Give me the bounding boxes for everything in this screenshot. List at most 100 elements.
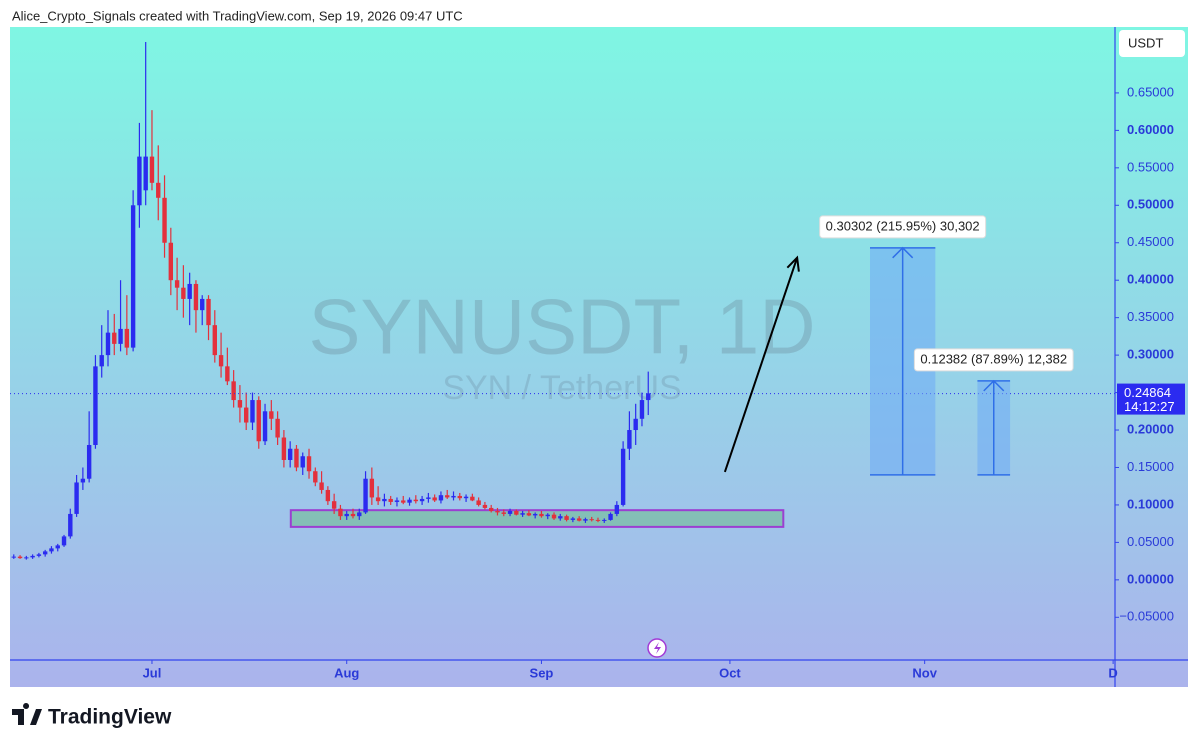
candle-body: [589, 519, 594, 521]
candle-body: [551, 514, 557, 519]
candle-body: [407, 499, 412, 503]
candle-body: [432, 497, 437, 501]
candle-body: [200, 298, 205, 311]
candle-body: [507, 510, 513, 514]
measure-arrow-head: [892, 246, 914, 259]
candle-body: [68, 513, 73, 537]
candle-body: [112, 332, 117, 344]
candle-body: [633, 418, 638, 431]
candle-body: [595, 519, 601, 521]
candle-body: [639, 400, 645, 419]
candle-body: [99, 355, 104, 367]
candle-body: [105, 332, 111, 356]
candle-body: [451, 495, 456, 498]
watermark-subtitle: SYN / TetherUS: [442, 369, 681, 407]
candle-body: [375, 497, 381, 502]
arrow-head: [786, 255, 800, 272]
candle-body: [344, 513, 349, 517]
candle-body: [231, 381, 236, 401]
measure-label: 0.12382 (87.89%) 12,382: [920, 351, 1067, 366]
candle-body: [520, 513, 525, 515]
candle-body: [620, 448, 626, 505]
candle-body: [357, 512, 362, 517]
candle-body: [137, 156, 142, 206]
candle-body: [168, 242, 174, 281]
last-price-box: [1117, 383, 1185, 415]
candle-body: [162, 197, 167, 243]
candle-body: [256, 400, 261, 442]
candle-body: [350, 513, 356, 517]
y-tick-label: 0.20000: [1127, 421, 1174, 436]
candle-body: [413, 499, 419, 502]
candle-body: [331, 501, 337, 509]
candle-body: [369, 478, 375, 498]
candle-body: [564, 516, 569, 520]
x-tick-label: Nov: [912, 665, 937, 680]
logo: TradingView: [12, 703, 172, 729]
y-tick-label: 0.05000: [1127, 534, 1174, 549]
candle-body: [457, 495, 462, 499]
candle-body: [17, 556, 23, 559]
candle-body: [300, 456, 305, 468]
measure-arrow-head: [983, 379, 1005, 392]
candle-body: [24, 557, 29, 559]
candle-body: [463, 496, 469, 499]
candle-body: [174, 280, 180, 288]
measure-label: 0.30302 (215.95%) 30,302: [826, 218, 980, 233]
candle-body: [42, 551, 48, 555]
candle-body: [237, 400, 243, 408]
candle-body: [476, 500, 481, 505]
candle-body: [130, 205, 136, 348]
candle-body: [363, 478, 368, 513]
candle-body: [281, 437, 287, 460]
candle-body: [382, 498, 387, 502]
measure-label-box: [819, 215, 987, 239]
candle-body: [495, 510, 500, 513]
candle-body: [325, 489, 331, 502]
candle-body: [181, 287, 186, 299]
candle-body: [61, 536, 67, 546]
candle-body: [143, 156, 148, 191]
y-tick-label: 0.40000: [1127, 272, 1174, 287]
candle-body: [614, 504, 620, 514]
y-tick-label: 0.35000: [1127, 309, 1174, 324]
candle-body: [539, 513, 544, 517]
candle-body: [225, 366, 230, 382]
candle-body: [30, 555, 35, 558]
candle-body: [388, 498, 393, 502]
candle-body: [532, 513, 538, 516]
candle-body: [576, 518, 582, 521]
y-tick-label: 0.15000: [1127, 459, 1174, 474]
arrow: [723, 257, 799, 473]
currency: USDT: [1128, 35, 1163, 50]
candle-body: [118, 328, 123, 344]
candle-body: [545, 514, 550, 517]
candle-body: [218, 355, 224, 367]
candle-body: [74, 482, 79, 514]
candle-body: [401, 500, 406, 503]
currency-box: [1119, 30, 1185, 57]
candle-body: [124, 328, 130, 348]
candle-body: [212, 325, 217, 356]
candle-body: [49, 548, 54, 552]
candle-body: [445, 495, 450, 498]
candle-body: [627, 430, 632, 449]
y-tick-label: 0.60000: [1127, 122, 1174, 137]
candle-body: [80, 478, 86, 483]
x-tick-label: Sep: [530, 665, 554, 680]
y-tick-label: 0.30000: [1127, 347, 1174, 362]
candle-body: [187, 283, 192, 299]
candle-body: [514, 510, 519, 515]
candle-body: [608, 513, 613, 520]
candle-body: [394, 500, 400, 502]
candle-body: [470, 496, 475, 501]
measure-label-box: [913, 348, 1074, 372]
candle-body: [55, 545, 60, 549]
candle-body: [11, 556, 16, 558]
y-tick-label: 0.55000: [1127, 159, 1174, 174]
candle-body: [558, 516, 563, 519]
candle-body: [287, 448, 293, 460]
